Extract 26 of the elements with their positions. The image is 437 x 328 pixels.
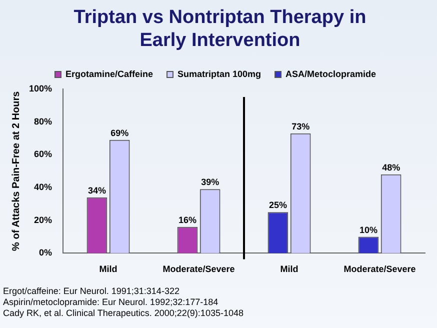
data-label: 69% bbox=[110, 128, 129, 138]
y-tick-label: 40% bbox=[34, 182, 52, 192]
text: Cady RK, et al. Clinical Therapeutics. 2000;22(9):1035-1048 bbox=[3, 308, 244, 319]
text: Ergot/caffeine: Eur Neurol. 1991;31:314-322 bbox=[3, 286, 180, 297]
legend-label: Sumatriptan 100mg bbox=[177, 68, 262, 79]
y-axis-title: % of Attacks Pain-Free at 2 Hours bbox=[10, 90, 22, 251]
legend-label: Ergotamine/Caffeine bbox=[65, 68, 154, 79]
data-label: 34% bbox=[88, 185, 106, 196]
data-label: 25% bbox=[268, 200, 287, 210]
data-label: 16% bbox=[178, 214, 196, 225]
y-tick-label: 80% bbox=[34, 116, 52, 126]
data-label: 39% bbox=[201, 177, 220, 188]
chart-title: Triptan vs Nontriptan Therapy in Early Intervention bbox=[72, 6, 368, 52]
x-tick-label: Mild bbox=[99, 264, 118, 274]
data-label: 73% bbox=[292, 121, 310, 132]
data-label: 48% bbox=[382, 162, 400, 172]
y-tick-label: 0% bbox=[39, 248, 52, 258]
text: Aspirin/metoclopramide: Eur Neurol. 1992;32:177-184 bbox=[3, 297, 220, 308]
x-tick-label: Mild bbox=[280, 264, 298, 274]
legend-label: ASA/Metoclopramide bbox=[286, 68, 376, 79]
data-label: 10% bbox=[359, 224, 378, 235]
y-tick-label: 20% bbox=[34, 214, 52, 225]
x-tick-label: Moderate/Severe bbox=[162, 264, 235, 274]
y-tick-label: 60% bbox=[34, 149, 52, 160]
y-tick-label: 100% bbox=[28, 83, 52, 94]
x-tick-label: Moderate/Severe bbox=[344, 264, 416, 274]
